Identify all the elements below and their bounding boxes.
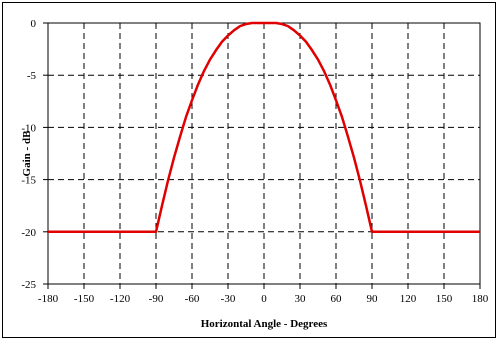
x-tick-label: 150	[436, 293, 453, 305]
x-tick-label: -60	[185, 293, 200, 305]
x-axis-label: Horizontal Angle - Degrees	[201, 318, 328, 330]
x-tick-label: 60	[331, 293, 343, 305]
x-tick-label: 180	[472, 293, 489, 305]
x-tick-label: 0	[261, 293, 267, 305]
y-tick-label: 0	[31, 18, 37, 30]
x-tick-label: -150	[74, 293, 95, 305]
y-tick-label: -15	[21, 175, 36, 187]
y-tick-label: -5	[27, 70, 37, 82]
y-tick-label: -25	[21, 279, 36, 291]
y-tick-label: -10	[21, 122, 36, 134]
x-tick-label: -90	[149, 293, 164, 305]
x-axis-ticks: -180 -150 -120 -90 -60 -30 0 30 60 90 120 150 180	[38, 284, 489, 305]
y-axis-ticks: 0 -5 -10 -15 -20 -25	[21, 18, 48, 291]
y-axis-label: Gain - dB	[21, 130, 33, 177]
x-tick-label: 120	[400, 293, 417, 305]
x-tick-label: -120	[110, 293, 131, 305]
y-tick-label: -20	[21, 227, 36, 239]
x-tick-label: -180	[38, 293, 59, 305]
grid	[48, 23, 480, 284]
x-tick-label: 90	[367, 293, 379, 305]
series-line-gain	[48, 21, 480, 234]
x-tick-label: -30	[221, 293, 236, 305]
x-tick-label: 30	[295, 293, 307, 305]
